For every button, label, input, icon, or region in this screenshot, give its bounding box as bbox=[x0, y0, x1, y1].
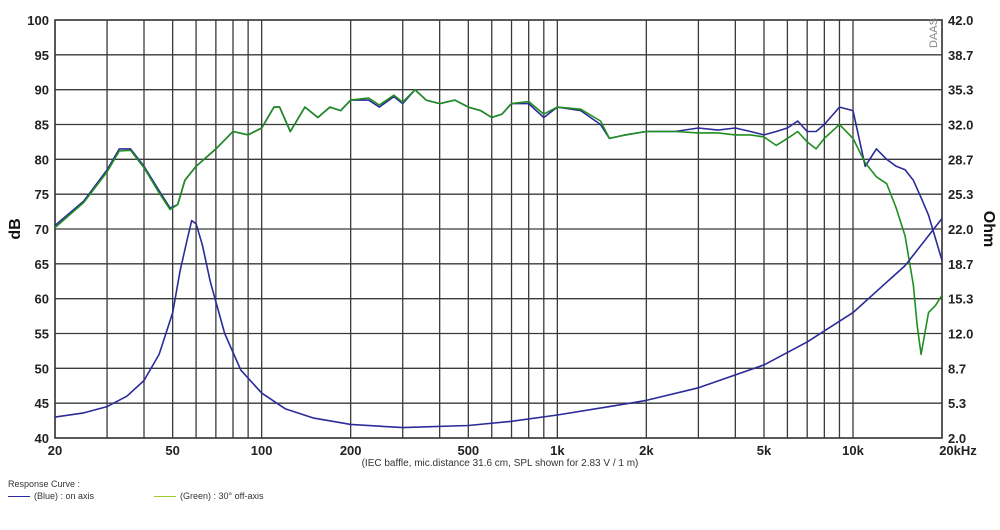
y2-tick-label: 32.0 bbox=[948, 118, 973, 133]
y-tick-label: 45 bbox=[35, 396, 49, 411]
x-tick-label: 20 bbox=[48, 443, 62, 458]
y2-tick-label: 25.3 bbox=[948, 187, 973, 202]
y-axis-ticks: 40 45 50 55 60 65 70 75 80 85 90 95 100 bbox=[27, 13, 49, 446]
y-tick-label: 50 bbox=[35, 361, 49, 376]
y-tick-label: 40 bbox=[35, 431, 49, 446]
legend-title: Response Curve : bbox=[8, 479, 81, 489]
y2-tick-label: 22.0 bbox=[948, 222, 973, 237]
x-axis-ticks: 20 50 100 200 500 1k 2k 5k 10k 20kHz bbox=[48, 443, 978, 458]
y-tick-label: 65 bbox=[35, 257, 49, 272]
y2-tick-label: 35.3 bbox=[948, 83, 973, 98]
y2-tick-label: 38.7 bbox=[948, 48, 973, 63]
y-tick-label: 75 bbox=[35, 187, 49, 202]
y2-axis-label: Ohm bbox=[980, 211, 997, 247]
x-tick-label: 1k bbox=[550, 443, 565, 458]
x-tick-label: 500 bbox=[457, 443, 479, 458]
y-tick-label: 70 bbox=[35, 222, 49, 237]
y-axis-label: dB bbox=[7, 218, 24, 239]
legend: Response Curve : (Blue) : on axis (Green… bbox=[8, 478, 324, 502]
y-tick-label: 80 bbox=[35, 152, 49, 167]
measurement-note: (IEC baffle, mic.distance 31.6 cm, SPL s… bbox=[362, 458, 639, 469]
legend-swatch-blue bbox=[8, 495, 30, 497]
y2-tick-label: 18.7 bbox=[948, 257, 973, 272]
data-series bbox=[54, 88, 943, 429]
watermark-text: DAAS bbox=[928, 18, 940, 48]
y2-tick-label: 5.3 bbox=[948, 396, 966, 411]
y2-tick-label: 42.0 bbox=[948, 13, 973, 28]
series-line-1 bbox=[54, 88, 943, 356]
x-tick-label: 5k bbox=[757, 443, 772, 458]
series-line-2 bbox=[54, 218, 943, 429]
y-tick-label: 60 bbox=[35, 292, 49, 307]
legend-entries: (Blue) : on axis (Green) : 30° off-axis bbox=[8, 490, 324, 502]
y-tick-label: 100 bbox=[27, 13, 49, 28]
y-tick-label: 85 bbox=[35, 118, 49, 133]
legend-swatch-green bbox=[154, 495, 177, 497]
y2-tick-label: 12.0 bbox=[948, 327, 973, 342]
legend-item-green: (Green) : 30° off-axis bbox=[154, 490, 264, 502]
y-tick-label: 90 bbox=[35, 83, 49, 98]
y-tick-label: 95 bbox=[35, 48, 49, 63]
x-tick-label: 10k bbox=[842, 443, 864, 458]
legend-label-green: (Green) : 30° off-axis bbox=[180, 491, 264, 501]
frequency-response-chart: 20 50 100 200 500 1k 2k 5k 10k 20kHz 40 45 50 55 60 65… bbox=[7, 13, 997, 469]
y2-tick-label: 2.0 bbox=[948, 431, 966, 446]
y2-tick-label: 15.3 bbox=[948, 292, 973, 307]
y-tick-label: 55 bbox=[35, 327, 49, 342]
x-tick-label: 50 bbox=[165, 443, 179, 458]
y2-tick-label: 8.7 bbox=[948, 361, 966, 376]
x-tick-label: 200 bbox=[340, 443, 362, 458]
legend-label-blue: (Blue) : on axis bbox=[34, 491, 95, 501]
legend-item-blue: (Blue) : on axis bbox=[8, 490, 94, 502]
x-tick-label: 100 bbox=[251, 443, 273, 458]
y2-tick-label: 28.7 bbox=[948, 152, 973, 167]
x-tick-label: 2k bbox=[639, 443, 654, 458]
y2-axis-ticks: 2.0 5.3 8.7 12.0 15.3 18.7 22.0 25.3 28.7 32.0 35.… bbox=[948, 13, 973, 446]
x-tick-label: 20kHz bbox=[939, 443, 977, 458]
grid-lines bbox=[54, 19, 943, 439]
